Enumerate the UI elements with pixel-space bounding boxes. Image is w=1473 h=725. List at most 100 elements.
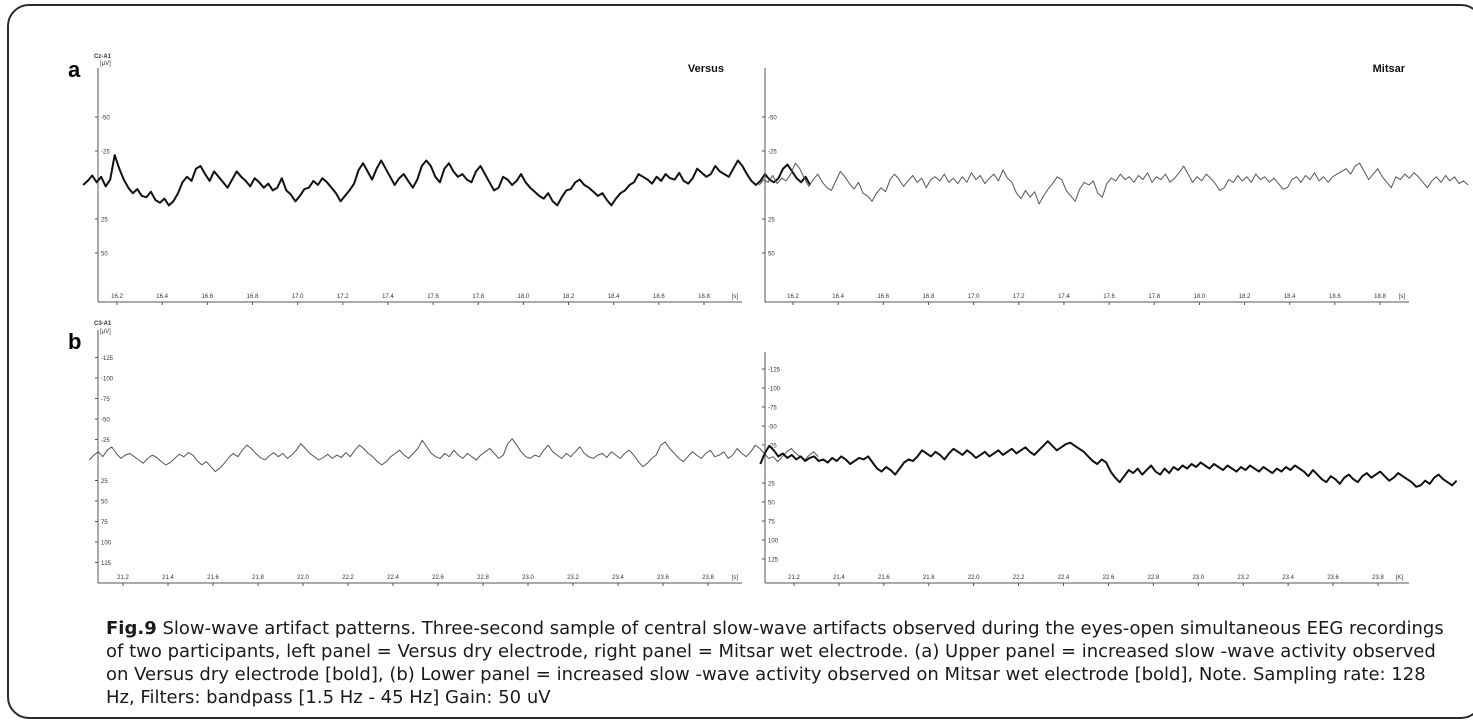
caption-label: Fig.9 — [106, 618, 157, 639]
y-tick-label: -25 — [768, 444, 777, 450]
y-axis-unit: [µV] — [100, 329, 111, 335]
x-tick-label: 22.2 — [342, 575, 354, 581]
panel-label-a: a — [68, 57, 81, 82]
caption-text: Slow-wave artifact patterns. Three-secon… — [106, 618, 1444, 708]
x-tick-label: 22.6 — [1103, 575, 1115, 581]
y-tick-label: 75 — [768, 520, 775, 526]
x-tick-label: 21.8 — [252, 575, 264, 581]
figure-caption: Fig.9 Slow-wave artifact patterns. Three… — [106, 617, 1446, 709]
x-axis-unit: [s] — [732, 575, 739, 581]
x-tick-label: 21.6 — [878, 575, 890, 581]
x-tick-label: 22.4 — [387, 575, 399, 581]
y-tick-label: 125 — [101, 561, 112, 567]
x-tick-label: 18.4 — [608, 294, 620, 300]
x-tick-label: 18.6 — [1329, 294, 1341, 300]
x-tick-label: 17.0 — [968, 294, 980, 300]
x-tick-label: 22.8 — [477, 575, 489, 581]
x-tick-label: 16.6 — [201, 294, 213, 300]
x-tick-label: 23.8 — [1372, 575, 1384, 581]
x-tick-label: 16.4 — [832, 294, 844, 300]
x-tick-label: 16.8 — [247, 294, 259, 300]
channel-label: Cz-A1 — [94, 54, 112, 60]
chart-panel-b-left: -125 -100 -75 -50 -25 25 50 75 100 125 21.2 21.4 21.… — [88, 321, 819, 586]
x-tick-label: 17.8 — [472, 294, 484, 300]
y-tick-label: 25 — [768, 482, 775, 488]
y-tick-label: -125 — [768, 368, 781, 374]
panel-title: Mitsar — [1373, 63, 1406, 75]
x-tick-label: 16.4 — [156, 294, 168, 300]
eeg-trace-a-right — [758, 162, 1469, 205]
chart-panel-a-right: -50 -25 25 50 16.2 16.4 16.6 16.8 17.0 17.2 17.4 17… — [758, 63, 1469, 305]
x-tick-label: 21.4 — [833, 575, 845, 581]
x-tick-label: 23.2 — [567, 575, 579, 581]
x-tick-label: 16.2 — [111, 294, 123, 300]
y-tick-label: 50 — [101, 252, 108, 258]
x-axis-unit: [K] — [1396, 575, 1404, 581]
eeg-trace-b-right — [759, 440, 1458, 488]
y-tick-label: -75 — [768, 406, 777, 412]
x-tick-label: 18.4 — [1284, 294, 1296, 300]
y-tick-label: -100 — [768, 387, 781, 393]
x-tick-label: 17.4 — [1058, 294, 1070, 300]
chart-panel-b-right: -125 -100 -75 -50 -25 25 50 75 100 125 21.2 21.4 21.… — [759, 352, 1458, 586]
x-tick-label: 22.4 — [1058, 575, 1070, 581]
x-tick-label: 22.0 — [297, 575, 309, 581]
x-tick-label: 18.2 — [1239, 294, 1251, 300]
y-tick-label: -50 — [101, 418, 110, 424]
x-tick-label: 17.0 — [292, 294, 304, 300]
x-tick-label: 23.0 — [522, 575, 534, 581]
x-tick-label: 18.6 — [653, 294, 665, 300]
y-tick-label: 25 — [768, 218, 775, 224]
x-tick-label: 22.2 — [1013, 575, 1025, 581]
chart-panel-a-left: -50 -25 25 50 16.2 16.4 16.6 16.8 17.0 17.2 17.4 17… — [82, 54, 811, 305]
x-tick-label: 18.8 — [698, 294, 710, 300]
x-tick-label: 17.8 — [1148, 294, 1160, 300]
panel-title: Versus — [688, 63, 724, 75]
x-tick-label: 21.2 — [788, 575, 800, 581]
y-tick-label: 100 — [101, 541, 112, 547]
x-tick-label: 17.2 — [1013, 294, 1025, 300]
x-tick-label: 17.4 — [382, 294, 394, 300]
x-tick-label: 21.6 — [207, 575, 219, 581]
x-tick-label: 18.0 — [1194, 294, 1206, 300]
y-tick-label: -100 — [101, 377, 114, 383]
x-tick-label: 17.2 — [337, 294, 349, 300]
figure-frame — [7, 4, 1473, 719]
x-tick-label: 22.6 — [432, 575, 444, 581]
y-tick-label: -25 — [768, 150, 777, 156]
y-tick-label: 75 — [101, 520, 108, 526]
x-tick-label: 23.4 — [612, 575, 624, 581]
x-tick-label: 22.0 — [968, 575, 980, 581]
y-tick-label: -25 — [101, 150, 110, 156]
y-tick-label: -50 — [101, 116, 110, 122]
x-tick-label: 16.8 — [923, 294, 935, 300]
x-tick-label: 23.6 — [657, 575, 669, 581]
eeg-trace-b-left — [88, 438, 819, 472]
x-tick-label: 17.6 — [1103, 294, 1115, 300]
y-tick-label: -25 — [101, 438, 110, 444]
x-tick-label: 22.8 — [1148, 575, 1160, 581]
y-axis-unit: [µV] — [100, 61, 111, 67]
x-tick-label: 16.6 — [877, 294, 889, 300]
y-tick-label: -50 — [768, 425, 777, 431]
y-tick-label: 50 — [768, 252, 775, 258]
y-tick-label: 25 — [101, 479, 108, 485]
x-tick-label: 23.4 — [1282, 575, 1294, 581]
x-tick-label: 18.8 — [1374, 294, 1386, 300]
x-tick-label: 16.2 — [787, 294, 799, 300]
x-tick-label: 21.2 — [117, 575, 129, 581]
y-tick-label: -50 — [768, 116, 777, 122]
y-tick-label: 125 — [768, 558, 779, 564]
y-tick-label: 50 — [768, 501, 775, 507]
y-tick-label: -125 — [101, 356, 114, 362]
x-tick-label: 23.0 — [1192, 575, 1204, 581]
x-tick-label: 18.2 — [563, 294, 575, 300]
x-axis-unit: [s] — [732, 294, 739, 300]
x-tick-label: 23.2 — [1237, 575, 1249, 581]
x-tick-label: 18.0 — [518, 294, 530, 300]
y-tick-label: 100 — [768, 539, 779, 545]
eeg-trace-a-left — [82, 154, 811, 207]
x-tick-label: 21.4 — [162, 575, 174, 581]
x-tick-label: 23.6 — [1327, 575, 1339, 581]
